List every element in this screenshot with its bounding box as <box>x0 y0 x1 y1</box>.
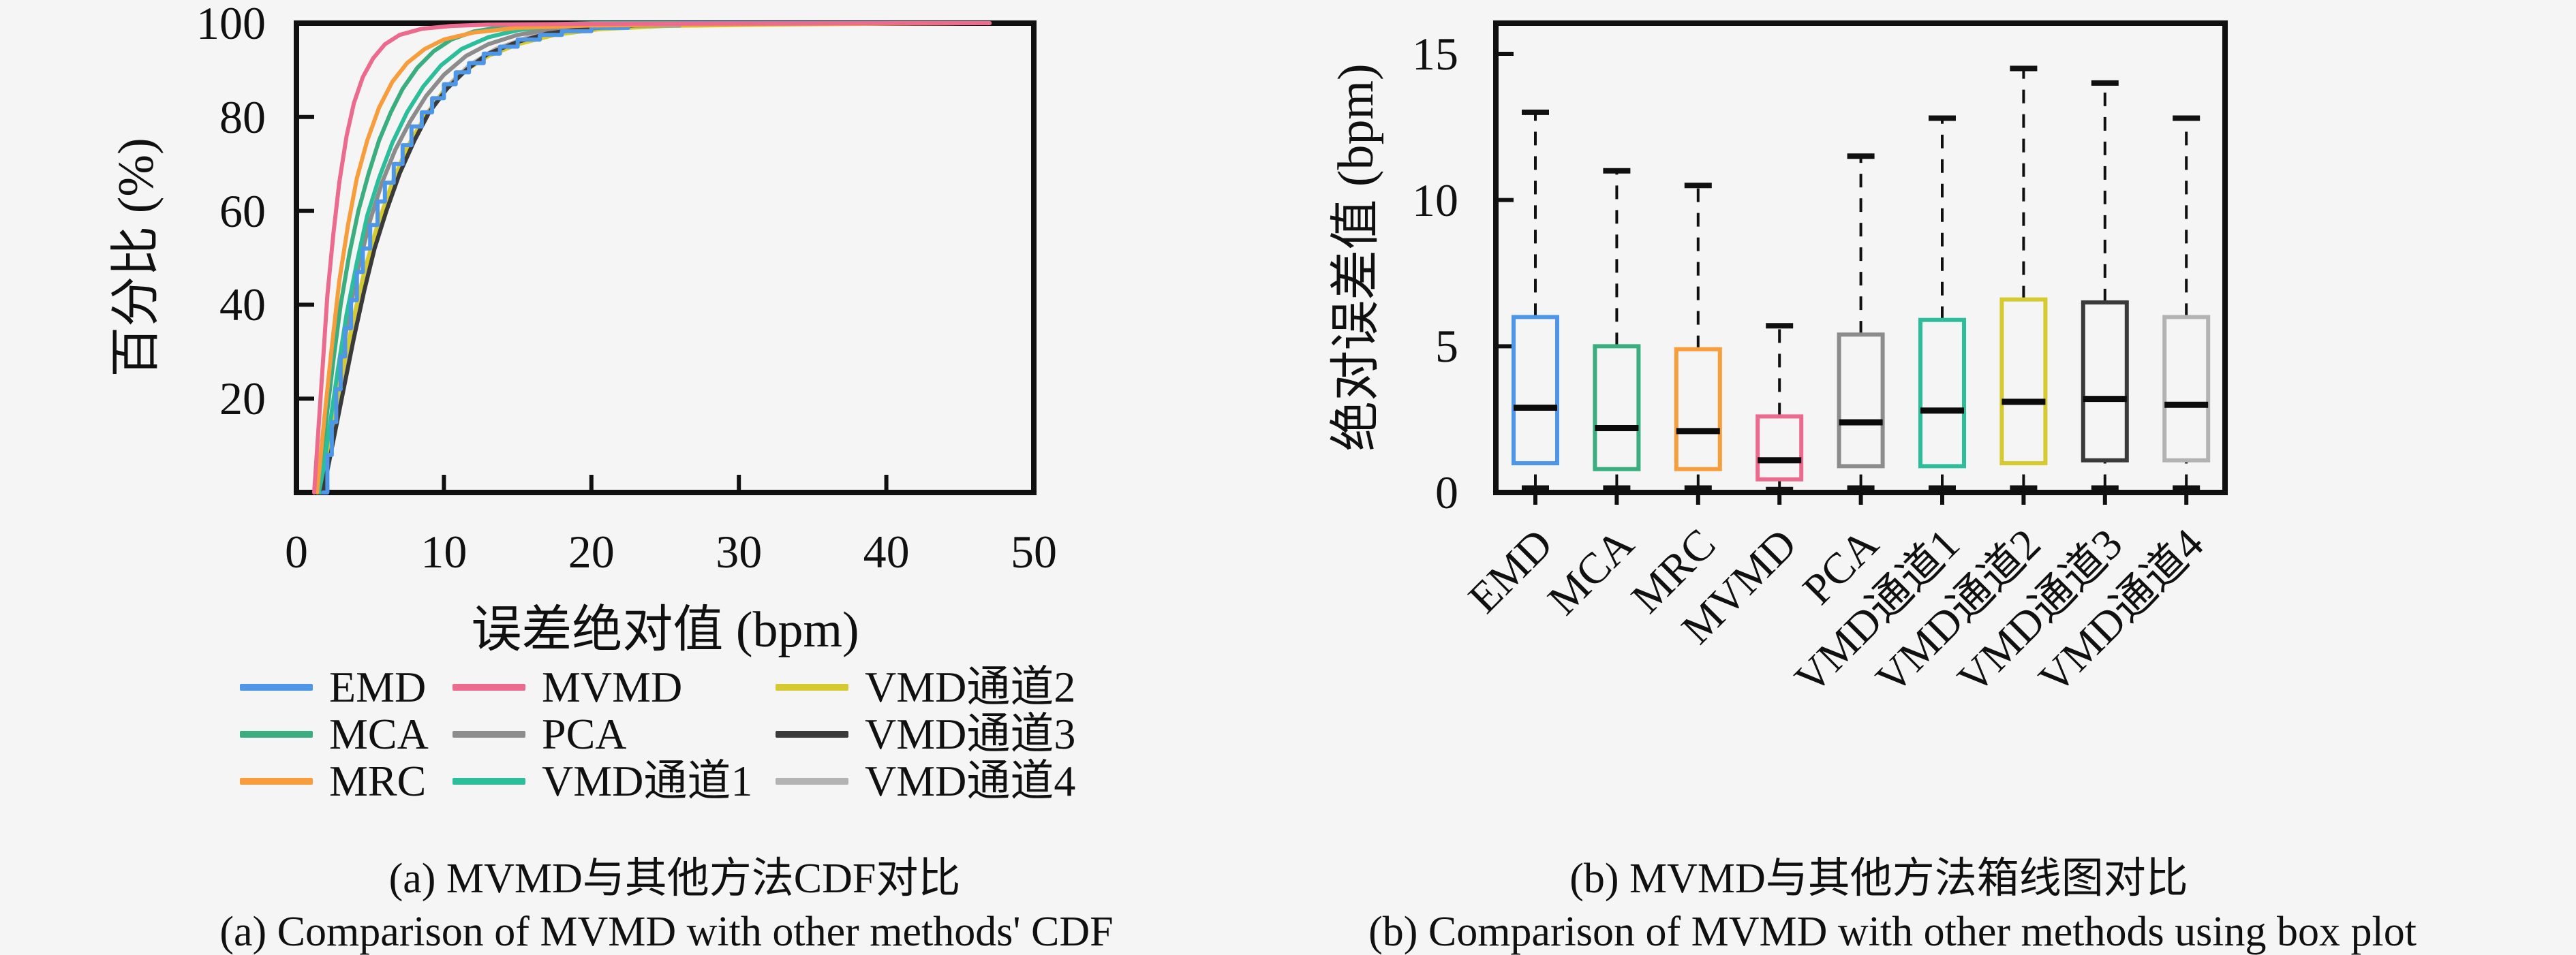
cdf-y-axis-label: 百分比 (%) <box>108 138 164 377</box>
cdf-series-VMD通道4 <box>319 21 992 495</box>
cdf-y-tick-label: 20 <box>219 373 266 425</box>
boxplot-y-tick-label: 5 <box>1435 320 1458 373</box>
legend-item-VMD通道1: VMD通道1 <box>453 757 776 804</box>
boxplot-y-axis-label: 绝对误差值 (bpm) <box>1328 63 1384 452</box>
cdf-series-PCA <box>319 21 992 495</box>
box-VMD通道3 <box>2081 300 2129 463</box>
legend-item-VMD通道3: VMD通道3 <box>776 710 1075 757</box>
box-MVMD <box>1755 414 1804 482</box>
legend-swatch-MRC <box>240 777 313 785</box>
legend-item-VMD通道2: VMD通道2 <box>776 663 1075 710</box>
cdf-x-tick-label: 10 <box>420 526 467 578</box>
cdf-chart <box>294 20 1037 495</box>
cdf-x-tick-label: 40 <box>863 526 910 578</box>
boxplot-y-tick-label: 10 <box>1412 174 1458 226</box>
legend-swatch-VMD通道4 <box>776 777 848 785</box>
caption-b-zh: (b) MVMD与其他方法箱线图对比 <box>1569 856 2188 902</box>
cdf-series-MVMD <box>312 21 992 495</box>
boxplot-y-tick-label: 15 <box>1412 28 1458 80</box>
box-VMD通道4 <box>2162 315 2211 463</box>
cdf-series-EMD <box>321 21 992 495</box>
box-VMD通道2 <box>1999 297 2048 466</box>
legend-label: EMD <box>329 663 427 711</box>
cdf-series-VMD通道3 <box>321 21 992 495</box>
legend-label: VMD通道1 <box>542 757 753 805</box>
box-EMD <box>1512 315 1559 466</box>
legend-item-EMD: EMD <box>240 663 453 710</box>
legend-item-MVMD: MVMD <box>453 663 776 710</box>
cdf-y-tick-label: 60 <box>219 185 266 237</box>
legend-label: VMD通道3 <box>865 710 1076 758</box>
legend-swatch-VMD通道3 <box>776 730 848 738</box>
legend-swatch-VMD通道1 <box>453 777 525 785</box>
cdf-x-tick-label: 50 <box>1011 526 1057 578</box>
legend-label: MCA <box>329 710 429 758</box>
box-MCA <box>1593 344 1641 471</box>
legend-swatch-EMD <box>240 683 313 691</box>
legend-item-MCA: MCA <box>240 710 453 757</box>
legend-label: PCA <box>542 710 627 758</box>
box-MRC <box>1674 347 1722 471</box>
legend-label: MVMD <box>542 663 683 711</box>
cdf-x-tick-label: 0 <box>285 526 308 578</box>
cdf-y-tick-label: 80 <box>219 91 266 143</box>
legend-swatch-PCA <box>453 730 525 738</box>
legend-item-PCA: PCA <box>453 710 776 757</box>
legend-label: VMD通道4 <box>865 757 1076 805</box>
cdf-x-axis-label: 误差绝对值 (bpm) <box>471 602 859 658</box>
caption-a-zh: (a) MVMD与其他方法CDF对比 <box>388 856 961 902</box>
legend-swatch-VMD通道2 <box>776 683 848 691</box>
cdf-series-MCA <box>316 21 992 495</box>
legend-swatch-MCA <box>240 730 313 738</box>
cdf-x-tick-label: 20 <box>568 526 615 578</box>
cdf-y-tick-label: 40 <box>219 279 266 331</box>
legend-swatch-MVMD <box>453 683 525 691</box>
boxplot-y-tick-label: 0 <box>1435 467 1458 518</box>
box-VMD通道1 <box>1918 317 1966 469</box>
cdf-legend: EMD MCA MRC MVMD PCA VMD通道1 VMD通道2 VMD通道3 VMD通道4 <box>240 663 1075 804</box>
legend-label: MRC <box>329 757 427 805</box>
boxplot-chart <box>1493 20 2228 505</box>
cdf-plot-frame <box>294 20 1037 495</box>
caption-a-en: (a) Comparison of MVMD with other method… <box>219 909 1114 955</box>
box-PCA <box>1837 332 1885 469</box>
caption-b-en: (b) Comparison of MVMD with other method… <box>1368 909 2417 955</box>
cdf-x-tick-label: 30 <box>716 526 763 578</box>
legend-label: VMD通道2 <box>865 663 1076 711</box>
cdf-y-tick-label: 100 <box>196 0 266 49</box>
legend-item-MRC: MRC <box>240 757 453 804</box>
cdf-series-VMD通道1 <box>318 21 992 495</box>
legend-item-VMD通道4: VMD通道4 <box>776 757 1075 804</box>
